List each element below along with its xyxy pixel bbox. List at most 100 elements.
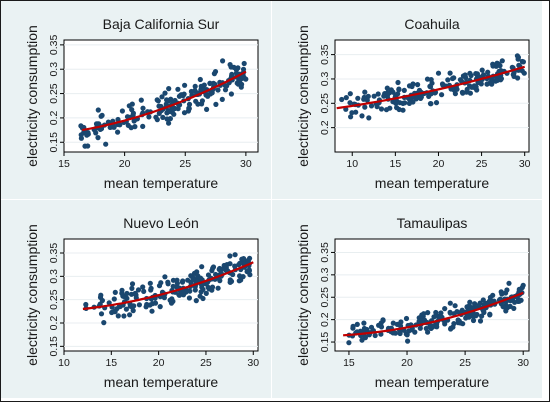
data-point [140, 284, 146, 290]
data-point [93, 121, 100, 127]
y-axis-label: electricity consumption [24, 25, 40, 167]
data-point [243, 76, 249, 82]
data-point [454, 86, 460, 92]
y-axis-label: electricity consumption [24, 224, 40, 366]
data-point [156, 110, 162, 116]
data-point [366, 115, 372, 121]
panel-1: Baja California Sur 15 20 25 30 0.15 0.2 0.25 0.… [1, 1, 271, 199]
panel-title: Coahuila [404, 16, 459, 32]
data-point [132, 290, 138, 296]
data-point [215, 87, 221, 93]
data-point [170, 277, 176, 283]
data-point [474, 311, 480, 318]
data-point [169, 296, 175, 302]
x-axis-label: mean temperature [375, 175, 490, 191]
x-axis-label: mean temperature [375, 374, 490, 390]
y-tick-label: 0.3 [48, 269, 60, 284]
data-point [241, 256, 247, 262]
x-axis-label: mean temperature [104, 175, 219, 191]
data-point [111, 296, 117, 302]
data-point [384, 85, 390, 91]
data-point [119, 108, 125, 114]
data-point [129, 281, 136, 287]
data-point [393, 100, 399, 106]
data-point [503, 308, 509, 314]
y-tick-label: 0.25 [319, 287, 331, 308]
data-point [164, 116, 170, 122]
data-point [378, 324, 385, 330]
data-point [362, 89, 368, 95]
data-point [124, 114, 131, 120]
data-point [371, 93, 377, 99]
data-point [359, 337, 365, 343]
data-point [95, 107, 101, 113]
data-point [111, 124, 117, 130]
data-point [227, 253, 233, 259]
x-tick-label: 15 [390, 158, 402, 170]
x-tick-label: 20 [433, 158, 445, 170]
data-point [106, 300, 112, 306]
x-tick-label: 25 [179, 158, 191, 170]
data-point [168, 96, 174, 102]
data-point [479, 67, 485, 73]
data-point [223, 265, 229, 271]
data-point [362, 104, 368, 110]
data-point [178, 92, 184, 98]
data-point [481, 308, 487, 314]
data-point [232, 252, 238, 258]
data-point [171, 111, 177, 117]
data-point [435, 70, 442, 76]
data-point [180, 278, 186, 284]
data-point [395, 79, 401, 86]
data-point [83, 130, 89, 136]
panel-title: Baja California Sur [103, 16, 220, 32]
x-tick-label: 20 [119, 158, 131, 170]
data-point [199, 101, 205, 107]
data-point [170, 283, 176, 289]
data-point [490, 292, 496, 298]
data-point [467, 70, 473, 76]
data-point [227, 279, 233, 285]
data-point [509, 64, 515, 70]
y-tick-label: 0.15 [48, 336, 60, 357]
data-point [238, 277, 244, 283]
data-point [175, 86, 181, 92]
data-point [201, 82, 207, 88]
data-point [95, 135, 101, 141]
data-point [190, 277, 196, 283]
data-point [159, 94, 165, 100]
data-point [210, 264, 217, 270]
data-point [350, 323, 356, 329]
data-point [466, 314, 472, 320]
data-point [180, 290, 186, 297]
data-point [343, 95, 349, 101]
data-point [166, 108, 172, 114]
data-point [78, 132, 84, 138]
data-point [182, 82, 188, 88]
data-point [156, 103, 162, 109]
data-point [103, 141, 109, 147]
data-point [418, 95, 424, 101]
data-point [452, 303, 458, 309]
data-point [361, 320, 367, 326]
data-point [412, 329, 418, 335]
data-point [403, 315, 410, 322]
data-point [433, 100, 440, 106]
y-tick-label: 0.15 [319, 332, 331, 353]
data-point [378, 331, 384, 337]
data-point [497, 63, 503, 69]
data-point [99, 297, 105, 304]
fit-line [336, 65, 526, 110]
y-tick-label: 0.25 [48, 83, 60, 104]
data-point [471, 83, 477, 89]
data-point [413, 96, 419, 102]
data-point [140, 123, 146, 129]
data-point [212, 69, 219, 75]
data-point [205, 93, 211, 99]
data-point [195, 101, 201, 107]
x-tick-label: 25 [200, 357, 212, 369]
data-point [192, 83, 198, 89]
x-tick-label: 30 [247, 357, 259, 369]
data-point [166, 120, 172, 126]
y-tick-label: 0.25 [319, 93, 331, 114]
